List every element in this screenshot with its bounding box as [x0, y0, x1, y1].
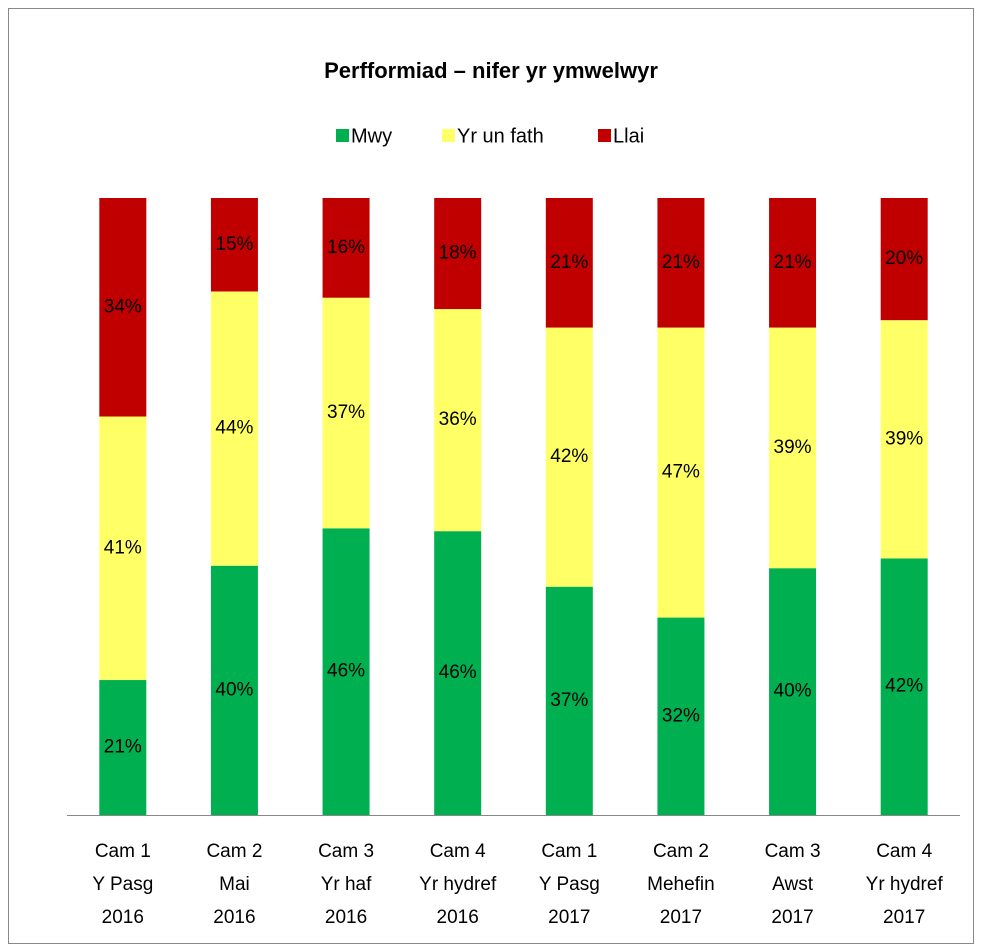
- x-tick-label: Y Pasg: [539, 874, 600, 895]
- data-label: 32%: [662, 705, 700, 726]
- data-label: 42%: [885, 676, 923, 697]
- bar-segment: [434, 531, 482, 815]
- data-label: 41%: [104, 537, 142, 558]
- bar-segment: [434, 198, 482, 310]
- bar-segment: [545, 586, 593, 815]
- x-tick-label: Cam 2: [653, 841, 709, 862]
- x-tick-label: 2017: [883, 907, 925, 928]
- data-label: 21%: [104, 737, 142, 758]
- legend-label: Yr un fath: [457, 125, 544, 147]
- data-label: 36%: [439, 409, 477, 430]
- legend-swatch: [442, 129, 455, 142]
- bar-segment: [769, 327, 817, 569]
- data-label: 21%: [774, 252, 812, 273]
- legend-swatch: [598, 129, 611, 142]
- x-tick-label: Cam 3: [765, 841, 821, 862]
- bar-segment: [434, 309, 482, 532]
- bar-segment: [322, 297, 370, 529]
- data-label: 42%: [550, 446, 588, 467]
- data-label: 37%: [327, 402, 365, 423]
- x-tick-label: 2016: [325, 907, 367, 928]
- data-label: 46%: [327, 661, 365, 682]
- data-label: 47%: [662, 462, 700, 483]
- x-tick-label: Y Pasg: [92, 874, 153, 895]
- bar-segment: [322, 198, 370, 298]
- data-label: 40%: [215, 679, 253, 700]
- data-label: 34%: [104, 296, 142, 317]
- data-label: 39%: [774, 437, 812, 458]
- x-tick-label: Yr hydref: [866, 874, 944, 895]
- x-tick-label: Cam 1: [541, 841, 597, 862]
- bar-segment: [99, 198, 147, 417]
- bar-segment: [545, 327, 593, 587]
- x-tick-label: 2017: [771, 907, 813, 928]
- bar-segment: [99, 416, 147, 681]
- x-tick-label: Cam 4: [876, 841, 932, 862]
- bar-segment: [657, 617, 705, 815]
- data-label: 20%: [885, 248, 923, 269]
- data-label: 21%: [662, 252, 700, 273]
- data-label: 46%: [439, 662, 477, 683]
- x-tick-label: 2017: [548, 907, 590, 928]
- legend-swatch: [336, 129, 349, 142]
- bar-segment: [210, 198, 258, 292]
- data-label: 39%: [885, 428, 923, 449]
- data-label: 21%: [550, 252, 588, 273]
- x-tick-label: Yr hydref: [419, 874, 497, 895]
- bar-segment: [769, 568, 817, 815]
- bar-segment: [210, 291, 258, 566]
- legend-label: Mwy: [351, 125, 392, 147]
- x-tick-label: Cam 3: [318, 841, 374, 862]
- bar-segment: [210, 565, 258, 815]
- bar-segment: [657, 327, 705, 618]
- data-label: 18%: [439, 243, 477, 264]
- x-tick-label: Cam 4: [430, 841, 486, 862]
- x-tick-label: Awst: [772, 874, 814, 895]
- data-label: 40%: [774, 681, 812, 702]
- bar-segment: [880, 558, 928, 815]
- x-tick-label: Mai: [219, 874, 250, 895]
- bar-segment: [769, 198, 817, 328]
- chart-frame: [8, 8, 974, 944]
- x-tick-label: 2016: [437, 907, 479, 928]
- chart-title: Perfformiad – nifer yr ymwelwyr: [324, 58, 658, 83]
- x-tick-label: Cam 1: [95, 841, 151, 862]
- bar-segment: [322, 528, 370, 815]
- x-tick-label: Mehefin: [647, 874, 715, 895]
- x-tick-label: 2016: [213, 907, 255, 928]
- data-label: 37%: [550, 690, 588, 711]
- x-tick-label: Yr haf: [321, 874, 372, 895]
- x-tick-label: 2016: [102, 907, 144, 928]
- x-tick-label: Cam 2: [206, 841, 262, 862]
- bar-segment: [545, 198, 593, 328]
- bar-segment: [880, 320, 928, 559]
- data-label: 44%: [215, 418, 253, 439]
- legend-label: Llai: [613, 125, 644, 147]
- data-label: 15%: [215, 234, 253, 255]
- bar-segment: [657, 198, 705, 328]
- data-label: 16%: [327, 237, 365, 258]
- x-tick-label: 2017: [660, 907, 702, 928]
- bar-segment: [99, 680, 147, 815]
- bar-segment: [880, 198, 928, 321]
